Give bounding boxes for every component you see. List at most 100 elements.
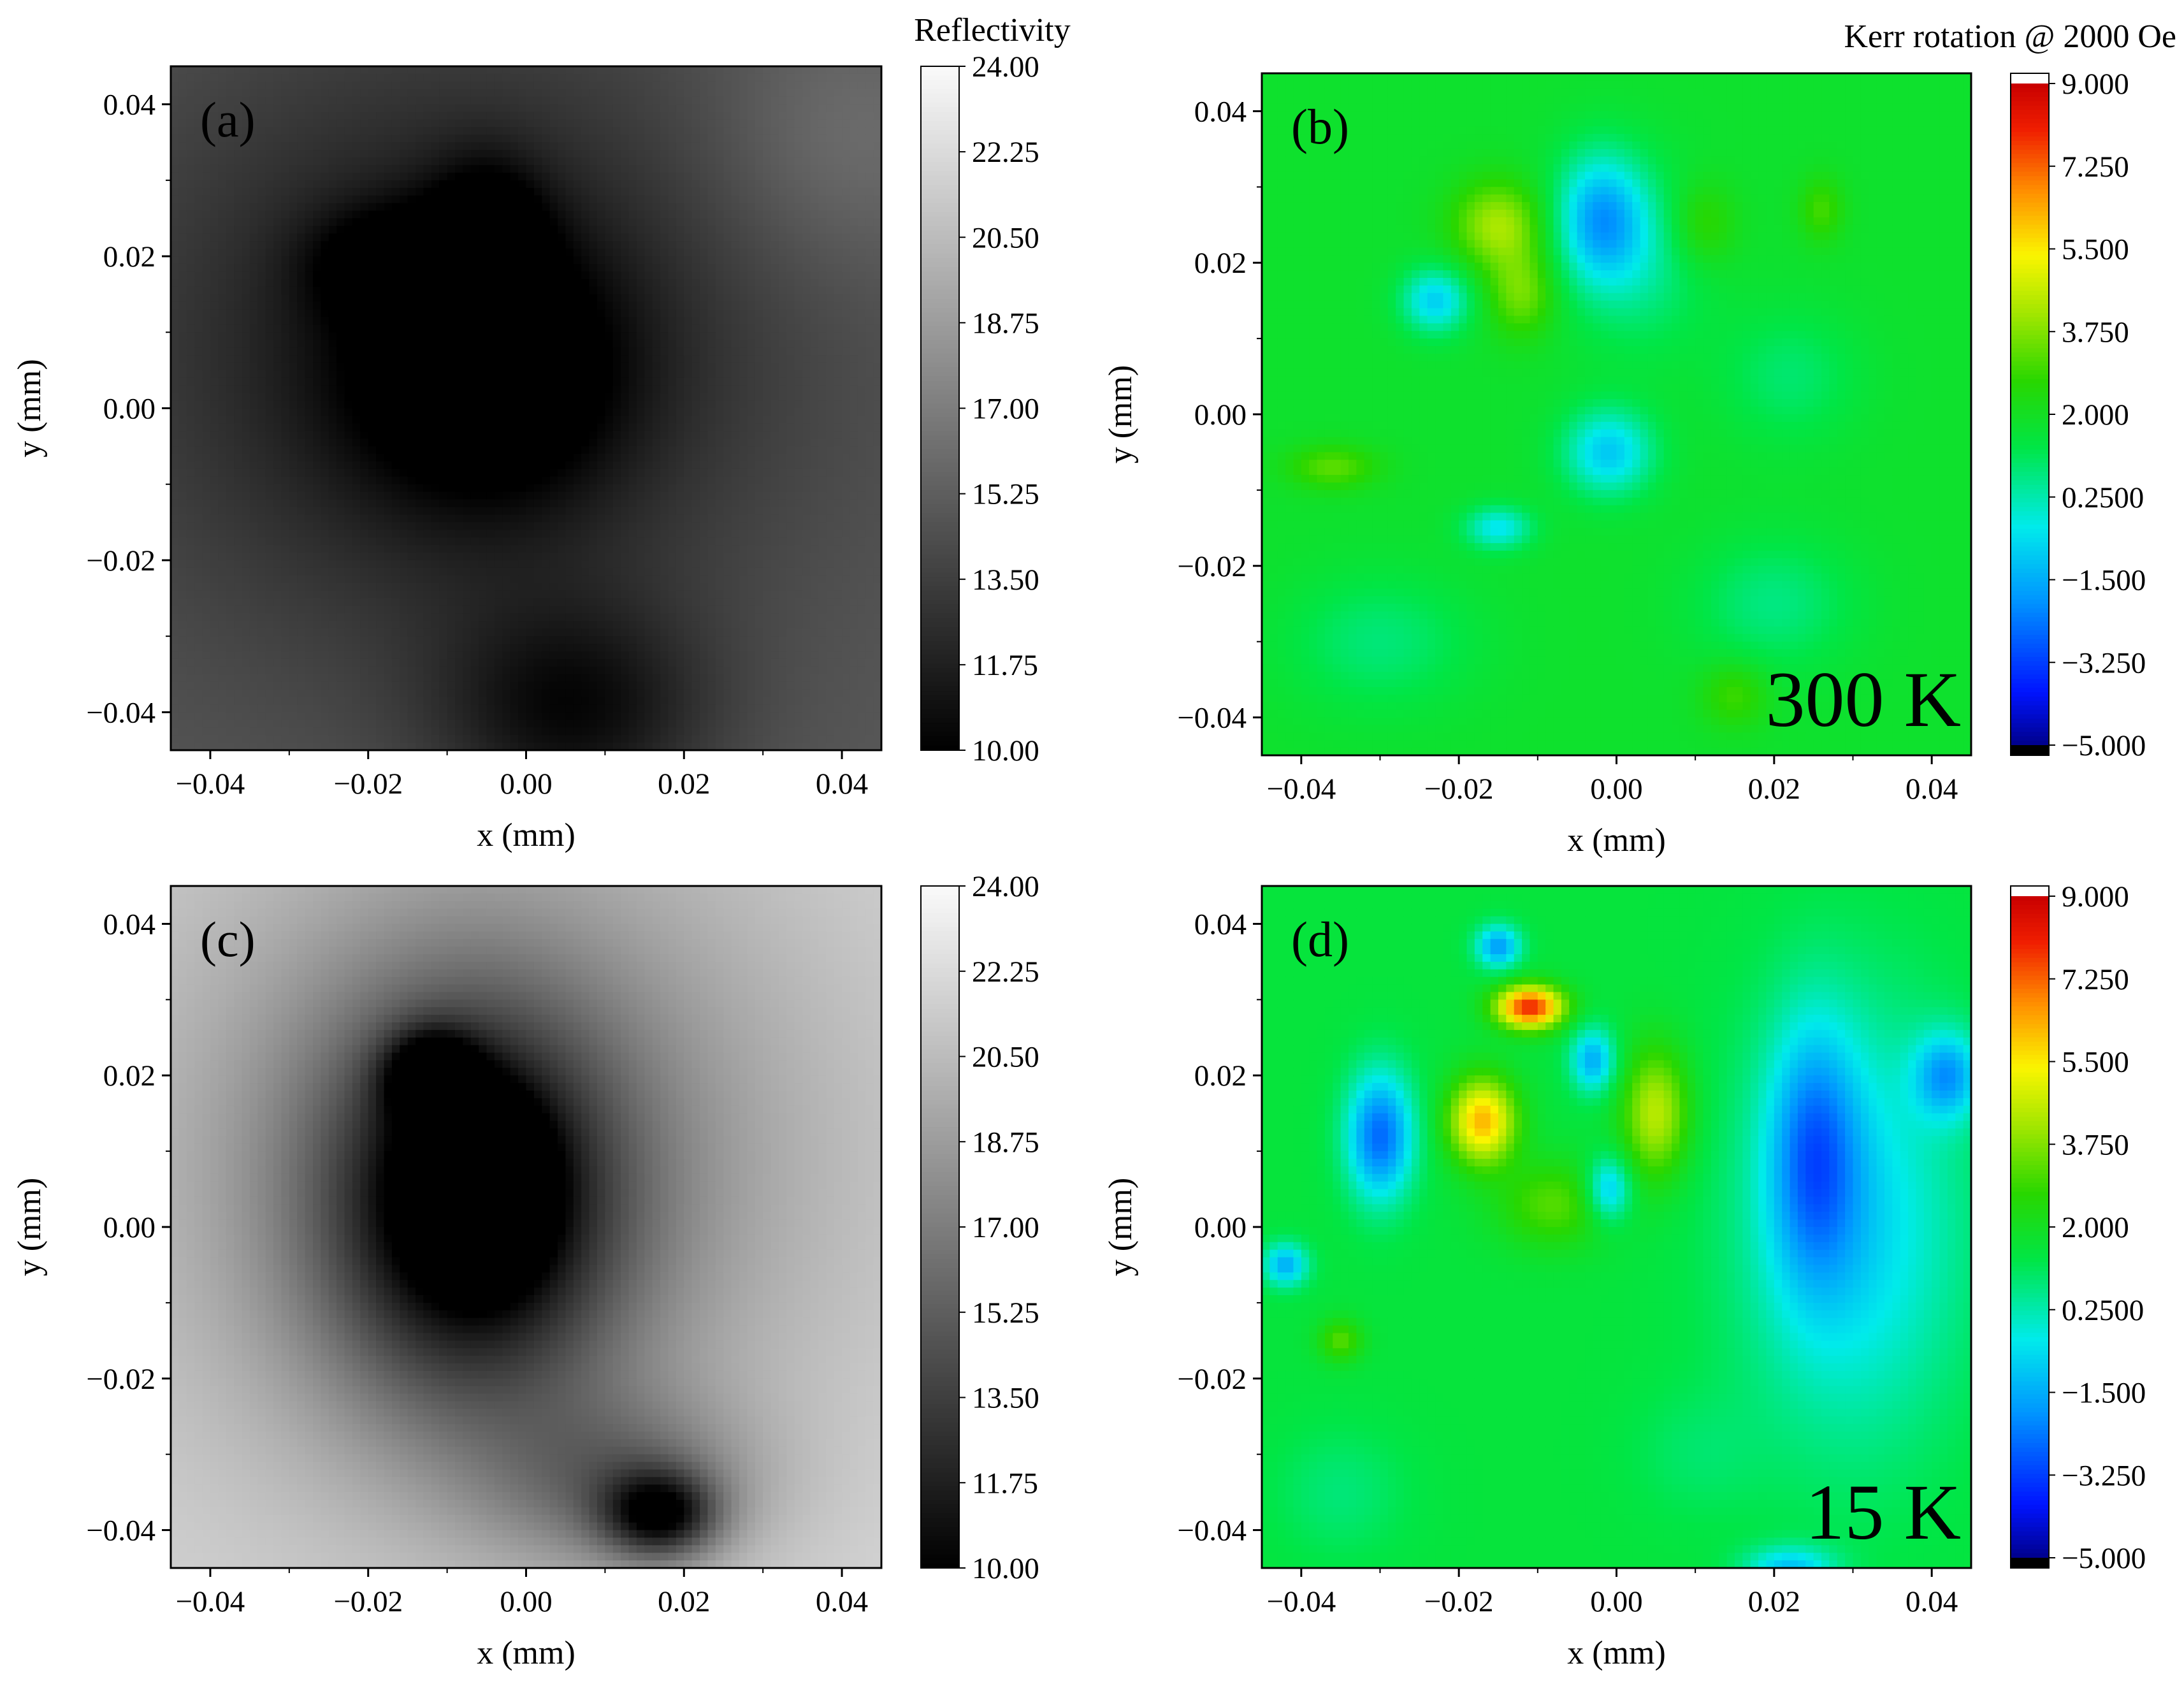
heatmap-cell bbox=[171, 644, 180, 652]
heatmap-cell bbox=[605, 408, 614, 417]
heatmap-cell bbox=[597, 720, 606, 729]
heatmap-cell bbox=[234, 553, 243, 561]
heatmap-cell bbox=[328, 598, 338, 607]
heatmap-cell bbox=[581, 66, 590, 75]
heatmap-cell bbox=[218, 127, 227, 136]
heatmap-cell bbox=[344, 689, 353, 698]
heatmap-cell bbox=[186, 727, 196, 736]
heatmap-cell bbox=[400, 423, 409, 432]
heatmap-cell bbox=[234, 187, 243, 196]
heatmap-cell bbox=[305, 583, 314, 591]
heatmap-cell bbox=[226, 218, 235, 227]
heatmap-cell bbox=[171, 628, 180, 637]
heatmap-cell bbox=[313, 195, 322, 204]
heatmap-cell bbox=[439, 468, 448, 477]
heatmap-cell bbox=[416, 697, 424, 706]
heatmap-cell bbox=[313, 514, 322, 523]
heatmap-cell bbox=[242, 499, 250, 508]
heatmap-cell bbox=[431, 613, 440, 622]
heatmap-cell bbox=[391, 172, 401, 181]
heatmap-cell bbox=[242, 157, 250, 166]
heatmap-cell bbox=[558, 735, 567, 743]
heatmap-cell bbox=[328, 491, 338, 500]
heatmap-cell bbox=[510, 704, 519, 713]
heatmap-cell bbox=[242, 104, 250, 113]
heatmap-cell bbox=[565, 279, 574, 287]
heatmap-cell bbox=[194, 355, 203, 363]
heatmap-cell bbox=[510, 309, 519, 318]
heatmap-cell bbox=[328, 294, 338, 303]
heatmap-cell bbox=[218, 484, 227, 493]
heatmap-cell bbox=[344, 104, 353, 113]
heatmap-cell bbox=[297, 560, 306, 569]
heatmap-cell bbox=[526, 476, 535, 485]
heatmap-cell bbox=[273, 735, 282, 743]
heatmap-cell bbox=[423, 324, 432, 333]
heatmap-cell bbox=[431, 340, 440, 349]
heatmap-cell bbox=[218, 567, 227, 576]
heatmap-cell bbox=[344, 187, 353, 196]
heatmap-cell bbox=[328, 461, 338, 470]
heatmap-cell bbox=[486, 294, 495, 303]
heatmap-cell bbox=[573, 294, 582, 303]
heatmap-cell bbox=[573, 439, 582, 447]
heatmap-cell bbox=[305, 712, 314, 721]
heatmap-cell bbox=[439, 66, 448, 75]
heatmap-cell bbox=[439, 628, 448, 637]
heatmap-cell bbox=[376, 317, 385, 326]
heatmap-cell bbox=[336, 644, 345, 652]
heatmap-cell bbox=[558, 226, 567, 235]
heatmap-cell bbox=[455, 720, 464, 729]
heatmap-cell bbox=[289, 560, 298, 569]
heatmap-cell bbox=[463, 575, 472, 584]
heatmap-cell bbox=[313, 636, 322, 644]
heatmap-cell bbox=[305, 446, 314, 454]
heatmap-cell bbox=[297, 712, 306, 721]
heatmap-cell bbox=[368, 203, 377, 212]
heatmap-cell bbox=[447, 294, 456, 303]
heatmap-cell bbox=[210, 150, 219, 158]
heatmap-cell bbox=[391, 203, 401, 212]
heatmap-cell bbox=[407, 560, 416, 569]
heatmap-cell bbox=[479, 545, 488, 553]
heatmap-cell bbox=[533, 142, 543, 151]
heatmap-cell bbox=[273, 73, 282, 82]
heatmap-cell bbox=[423, 301, 432, 310]
heatmap-cell bbox=[470, 317, 480, 326]
heatmap-cell bbox=[384, 454, 393, 462]
heatmap-cell bbox=[273, 385, 282, 394]
heatmap-cell bbox=[210, 347, 219, 356]
heatmap-cell bbox=[439, 127, 448, 136]
heatmap-cell bbox=[186, 484, 196, 493]
heatmap-cell bbox=[249, 720, 259, 729]
heatmap-cell bbox=[542, 644, 551, 652]
heatmap-cell bbox=[368, 720, 377, 729]
heatmap-cell bbox=[416, 385, 424, 394]
heatmap-cell bbox=[234, 370, 243, 379]
heatmap-cell bbox=[352, 499, 361, 508]
heatmap-cell bbox=[455, 567, 464, 576]
heatmap-cell bbox=[171, 377, 180, 386]
heatmap-cell bbox=[281, 241, 290, 250]
heatmap-cell bbox=[328, 621, 338, 630]
heatmap-cell bbox=[313, 439, 322, 447]
heatmap-cell bbox=[368, 560, 377, 569]
heatmap-cell bbox=[494, 385, 503, 394]
heatmap-cell bbox=[218, 385, 227, 394]
heatmap-cell bbox=[573, 249, 582, 257]
heatmap-cell bbox=[439, 73, 448, 82]
heatmap-cell bbox=[242, 704, 250, 713]
heatmap-cell bbox=[202, 644, 211, 652]
heatmap-cell bbox=[234, 172, 243, 181]
heatmap-cell bbox=[171, 666, 180, 675]
heatmap-cell bbox=[518, 484, 527, 493]
heatmap-cell bbox=[336, 484, 345, 493]
heatmap-cell bbox=[289, 743, 298, 751]
heatmap-cell bbox=[431, 674, 440, 683]
heatmap-cell bbox=[289, 530, 298, 539]
heatmap-cell bbox=[502, 385, 511, 394]
heatmap-cell bbox=[336, 681, 345, 690]
heatmap-cell bbox=[391, 598, 401, 607]
heatmap-cell bbox=[368, 621, 377, 630]
heatmap-cell bbox=[391, 689, 401, 698]
